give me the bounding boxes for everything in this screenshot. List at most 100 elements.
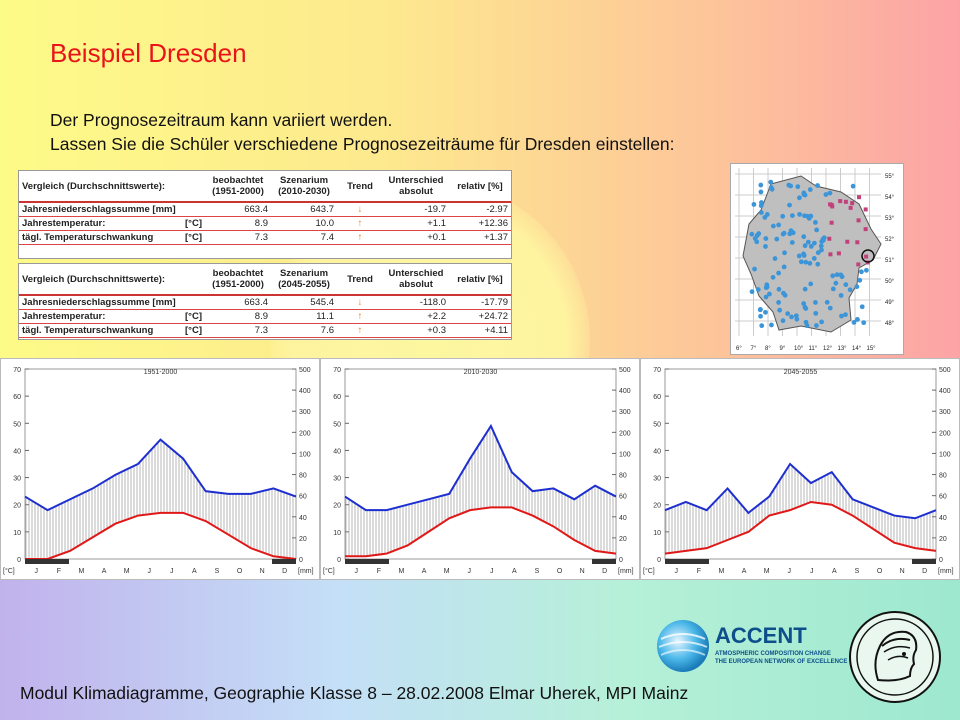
station-marker	[814, 323, 819, 328]
station-marker	[758, 313, 763, 319]
station-marker	[847, 287, 853, 293]
month-label: F	[377, 568, 381, 575]
row-obs: 663.4	[205, 295, 271, 310]
month-label: S	[535, 568, 540, 575]
month-label: M	[764, 568, 770, 575]
plot-area	[344, 368, 617, 560]
slide-title: Beispiel Dresden	[50, 38, 247, 68]
th-obs: beobachtet (1951-2000)	[205, 264, 271, 296]
frost-bar	[665, 559, 709, 564]
text-line-2: Lassen Sie die Schüler verschiedene Prog…	[50, 134, 675, 154]
month-label: S	[215, 568, 220, 575]
left-tick-label: 50	[13, 421, 21, 428]
station-marker-alt	[845, 239, 850, 244]
right-tick-label: 500	[299, 367, 311, 374]
month-label: M	[79, 568, 85, 575]
right-tick-label: 300	[939, 409, 951, 416]
station-marker	[776, 300, 781, 305]
left-axis-unit: [°C]	[3, 567, 15, 575]
station-marker-alt	[828, 252, 833, 257]
left-tick-label: 40	[13, 448, 21, 455]
station-marker	[770, 223, 776, 229]
accent-globe-icon	[657, 620, 709, 672]
right-tick-label: 80	[299, 473, 307, 480]
station-marker	[819, 319, 824, 325]
month-label: J	[170, 568, 174, 575]
month-label: M	[444, 568, 450, 575]
month-label: S	[855, 568, 860, 575]
accent-sub1: ATMOSPHERIC COMPOSITION CHANGE	[715, 651, 831, 657]
row-rel: +1.37	[449, 230, 511, 245]
left-tick-label: 70	[653, 367, 661, 374]
th-abs-label: absolut	[399, 279, 433, 290]
right-tick-label: 200	[939, 430, 951, 437]
station-marker	[788, 183, 794, 189]
chart-title: 2045-2055	[784, 369, 818, 376]
right-tick-label: 400	[299, 388, 311, 395]
row-scen: 643.7	[271, 202, 337, 217]
station-marker	[802, 286, 808, 292]
row-scen: 7.6	[271, 323, 337, 338]
climate-chart-svg: 0 10 20 30 40 50 60 70 0 20 40 60 80 100 200 300 400 500 J…	[3, 367, 314, 575]
trend-up-icon: ↑	[337, 216, 383, 231]
station-marker	[807, 260, 813, 266]
lon-label: 12°	[823, 346, 833, 352]
row-unit: [°C]	[185, 232, 202, 243]
row-obs: 7.3	[205, 323, 271, 338]
table-row: Jahrestemperatur: [°C] 8.9 11.1 ↑ +2.2 +2…	[19, 309, 511, 324]
month-label: A	[512, 568, 517, 575]
climate-chart-1: 0 10 20 30 40 50 60 70 0 20 40 60 80 100 200 300 400 500 J…	[0, 358, 320, 580]
left-tick-label: 70	[333, 367, 341, 374]
station-marker	[776, 222, 782, 228]
row-label-cell: tägl. Temperaturschwankung [°C]	[19, 230, 205, 245]
row-abs: +0.3	[383, 323, 449, 338]
climate-chart-3: 0 10 20 30 40 50 60 70 0 20 40 60 80 100 200 300 400 500 J…	[640, 358, 960, 580]
station-marker	[824, 299, 830, 305]
row-obs: 8.9	[205, 216, 271, 231]
row-label: Jahrestemperatur:	[22, 311, 106, 322]
station-marker	[806, 215, 812, 221]
station-marker-alt	[828, 202, 833, 207]
trend-up-icon: ↑	[337, 230, 383, 245]
row-label-cell: tägl. Temperaturschwankung [°C]	[19, 323, 205, 338]
left-tick-label: 70	[13, 367, 21, 374]
left-tick-label: 40	[333, 448, 341, 455]
month-label: J	[147, 568, 151, 575]
lat-label: 54°	[885, 195, 895, 201]
right-tick-label: 300	[619, 409, 631, 416]
station-marker	[818, 243, 824, 249]
station-map[interactable]: 55° 54° 53° 52° 51° 50° 49° 48° 6° 7° 8° 9° 10° 11° 12…	[730, 163, 904, 355]
th-scen: Szenarium (2010-2030)	[271, 171, 337, 203]
station-marker	[788, 228, 794, 234]
left-tick-label: 30	[333, 476, 341, 483]
row-scen: 10.0	[271, 216, 337, 231]
left-tick-label: 60	[13, 394, 21, 401]
th-diff: Unterschied	[388, 175, 444, 186]
station-marker	[781, 230, 787, 236]
right-tick-label: 40	[299, 515, 307, 522]
station-marker	[768, 179, 774, 185]
station-marker	[776, 286, 782, 292]
row-scen: 7.4	[271, 230, 337, 245]
station-marker	[838, 272, 844, 278]
station-marker	[764, 212, 770, 217]
right-tick-label: 60	[619, 494, 627, 501]
station-marker	[814, 227, 820, 233]
left-tick-label: 50	[653, 421, 661, 428]
station-marker	[802, 243, 808, 249]
station-marker	[821, 235, 827, 241]
th-obs: beobachtet (1951-2000)	[205, 171, 271, 203]
th-compare: Vergleich (Durchschnittswerte):	[19, 264, 205, 296]
row-abs: -19.7	[383, 202, 449, 217]
station-marker	[758, 189, 764, 195]
station-marker	[780, 318, 786, 324]
row-label-cell: Jahrestemperatur: [°C]	[19, 216, 205, 231]
station-marker	[815, 183, 820, 188]
station-marker	[854, 284, 860, 290]
frost-bar	[345, 559, 389, 564]
station-marker	[857, 277, 863, 283]
station-marker	[785, 311, 791, 317]
table-row: Jahresniederschlagssumme [mm] 663.4 545.…	[19, 295, 511, 310]
station-marker	[767, 291, 772, 297]
right-axis-unit: [mm]	[298, 568, 314, 575]
